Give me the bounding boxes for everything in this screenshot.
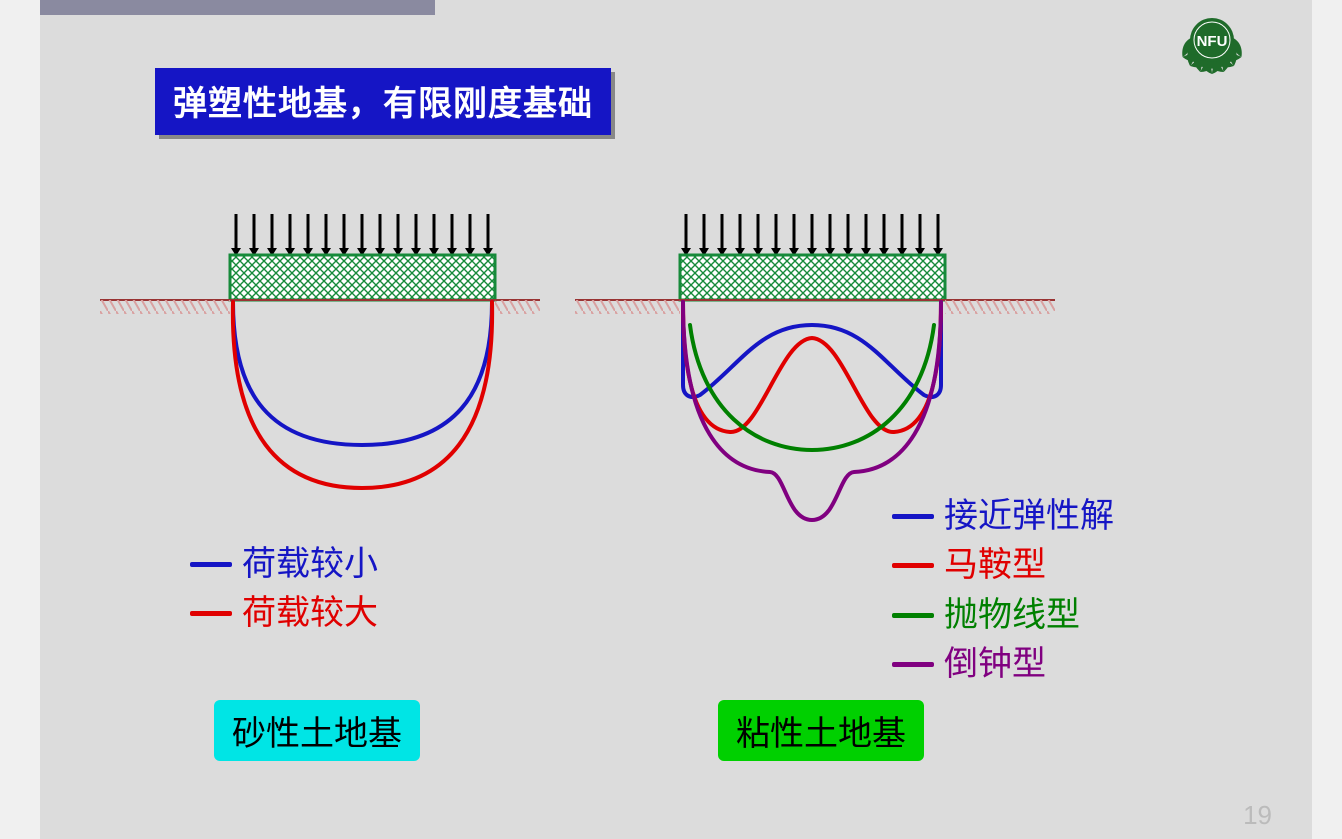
legend-swatch: [892, 514, 934, 519]
nfu-logo: NFU: [1142, 0, 1282, 85]
legend-label: 倒钟型: [944, 640, 1046, 689]
curve-inverted-bell: [683, 302, 941, 520]
curve-near-elastic: [683, 302, 941, 397]
legend-swatch: [892, 662, 934, 667]
legend-label: 抛物线型: [944, 591, 1080, 640]
legend-item: 荷载较大: [190, 589, 378, 638]
ground-hatch-left: [100, 300, 230, 314]
foundation-block: [680, 255, 945, 300]
diagram-clayey-soil: [575, 185, 1055, 545]
ground-hatch-left: [575, 300, 680, 314]
ground-hatch-right: [945, 300, 1055, 314]
legend-item: 马鞍型: [892, 541, 1114, 590]
title-box: 弹塑性地基，有限刚度基础: [155, 68, 611, 135]
legend-swatch: [892, 613, 934, 618]
ground-hatch-right: [495, 300, 540, 314]
curve-large-load: [233, 302, 492, 488]
diagram-sandy-soil: [100, 185, 540, 525]
legend-swatch: [892, 563, 934, 568]
legend-label: 荷载较大: [242, 589, 378, 638]
legend-right: 接近弹性解马鞍型抛物线型倒钟型: [892, 492, 1114, 689]
legend-left: 荷载较小荷载较大: [190, 540, 378, 639]
legend-swatch: [190, 611, 232, 616]
legend-item: 接近弹性解: [892, 492, 1114, 541]
soil-type-badge: 砂性土地基: [214, 700, 420, 761]
load-arrows: [231, 214, 493, 256]
legend-item: 抛物线型: [892, 591, 1114, 640]
curve-saddle: [683, 302, 941, 432]
slide: NFU 弹塑性地基，有限刚度基础 荷载较小荷载较大 接近弹性解马鞍型抛物线型倒钟…: [40, 0, 1312, 839]
page-number: 19: [1243, 800, 1272, 831]
soil-type-badge: 粘性土地基: [718, 700, 924, 761]
legend-label: 接近弹性解: [944, 492, 1114, 541]
legend-label: 马鞍型: [944, 541, 1046, 590]
svg-text:NFU: NFU: [1197, 33, 1228, 50]
title-text: 弹塑性地基，有限刚度基础: [173, 86, 593, 123]
legend-label: 荷载较小: [242, 540, 378, 589]
curve-small-load: [233, 302, 492, 445]
legend-item: 倒钟型: [892, 640, 1114, 689]
top-accent-bar: [40, 0, 435, 15]
legend-item: 荷载较小: [190, 540, 378, 589]
load-arrows: [681, 214, 943, 256]
foundation-block: [230, 255, 495, 300]
legend-swatch: [190, 562, 232, 567]
